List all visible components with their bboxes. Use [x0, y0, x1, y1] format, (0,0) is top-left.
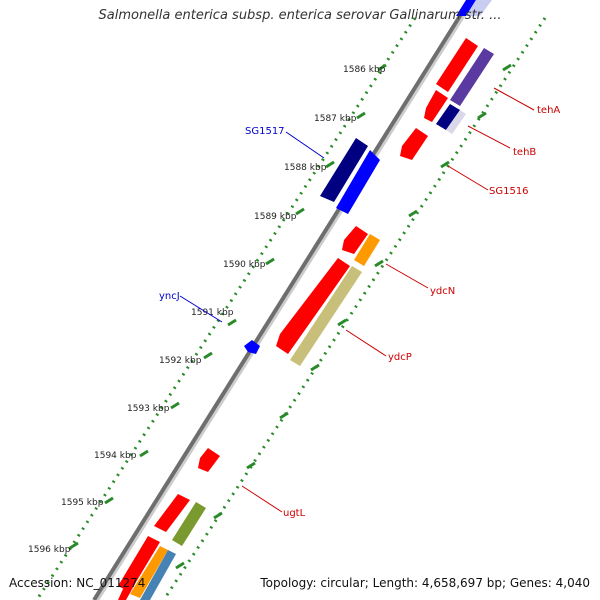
- leader-ydcP: [345, 329, 387, 357]
- genome-backbone: [92, 0, 472, 600]
- tick-labels: 1586 kbp 1587 kbp 1588 kbp 1589 kbp 1590…: [28, 65, 386, 555]
- gene-label-tehB[interactable]: tehB: [513, 147, 536, 158]
- leader-SG1517: [285, 131, 325, 159]
- leader-tehB: [467, 125, 511, 149]
- feature-navy-small[interactable]: [436, 104, 460, 130]
- tick-label: 1589 kbp: [254, 212, 297, 222]
- feature-SG1517-blue[interactable]: [336, 150, 380, 214]
- leader-SG1516: [447, 165, 489, 191]
- tick-label: 1591 kbp: [191, 308, 234, 318]
- feature-red-tail[interactable]: [118, 578, 136, 600]
- feature-red-long[interactable]: [276, 258, 350, 354]
- genome-summary: Topology: circular; Length: 4,658,697 bp…: [260, 576, 590, 590]
- gene-label-ydcN[interactable]: ydcN: [430, 286, 455, 297]
- gene-label-ugtL[interactable]: ugtL: [283, 508, 306, 519]
- feature-tehA[interactable]: [436, 38, 478, 92]
- forward-strand-features: [244, 138, 380, 354]
- gene-labels: tehA tehB SG1516 SG1517 ydcN yncJ ydcP u…: [159, 105, 560, 519]
- feature-SG1517-navy[interactable]: [320, 138, 368, 202]
- tick-label: 1586 kbp: [343, 65, 386, 75]
- tick-label: 1592 kbp: [159, 356, 202, 366]
- feature-ydcN[interactable]: [354, 234, 380, 266]
- leader-yncJ: [179, 295, 223, 323]
- feature-tehB[interactable]: [424, 90, 448, 122]
- feature-olive[interactable]: [172, 502, 206, 546]
- inner-dotted-ring: [163, 17, 547, 599]
- tick-label: 1596 kbp: [28, 545, 71, 555]
- feature-steel-bottom[interactable]: [140, 550, 176, 600]
- tick-label: 1587 kbp: [314, 114, 357, 124]
- gene-label-SG1517[interactable]: SG1517: [245, 126, 285, 137]
- feature-red-short[interactable]: [342, 226, 368, 254]
- feature-red-bottom[interactable]: [118, 536, 160, 592]
- outer-dotted-ring: [36, 17, 417, 599]
- tick-label: 1595 kbp: [61, 498, 104, 508]
- feature-red-lower[interactable]: [154, 494, 190, 532]
- feature-blue-top[interactable]: [456, 0, 476, 16]
- tick-label: 1590 kbp: [223, 260, 266, 270]
- feature-ydcP[interactable]: [290, 266, 362, 366]
- leader-ugtL: [241, 485, 283, 513]
- accession-label: Accession: NC_011274: [9, 576, 146, 590]
- feature-orange-bottom[interactable]: [130, 546, 168, 598]
- gene-label-SG1516[interactable]: SG1516: [489, 186, 529, 197]
- reverse-strand-features: [118, 0, 494, 600]
- feature-grey[interactable]: [446, 110, 466, 134]
- feature-purple[interactable]: [450, 48, 494, 106]
- leader-ydcN: [385, 263, 429, 289]
- tick-label: 1588 kbp: [284, 163, 327, 173]
- feature-lightblue-top[interactable]: [466, 0, 492, 16]
- gene-label-yncJ[interactable]: yncJ: [159, 291, 180, 302]
- tick-marks: [69, 63, 387, 550]
- label-leaders: [179, 87, 535, 513]
- leader-tehA: [493, 87, 535, 111]
- feature-ugtL[interactable]: [198, 448, 220, 472]
- map-title: Salmonella enterica subsp. enterica sero…: [98, 8, 502, 23]
- tick-label: 1593 kbp: [127, 404, 170, 414]
- gene-label-ydcP[interactable]: ydcP: [388, 352, 412, 363]
- tick-label: 1594 kbp: [94, 451, 137, 461]
- feature-SG1516[interactable]: [400, 128, 428, 160]
- gene-label-tehA[interactable]: tehA: [537, 105, 560, 116]
- feature-yncJ[interactable]: [244, 340, 260, 354]
- inner-tick-marks: [175, 63, 512, 570]
